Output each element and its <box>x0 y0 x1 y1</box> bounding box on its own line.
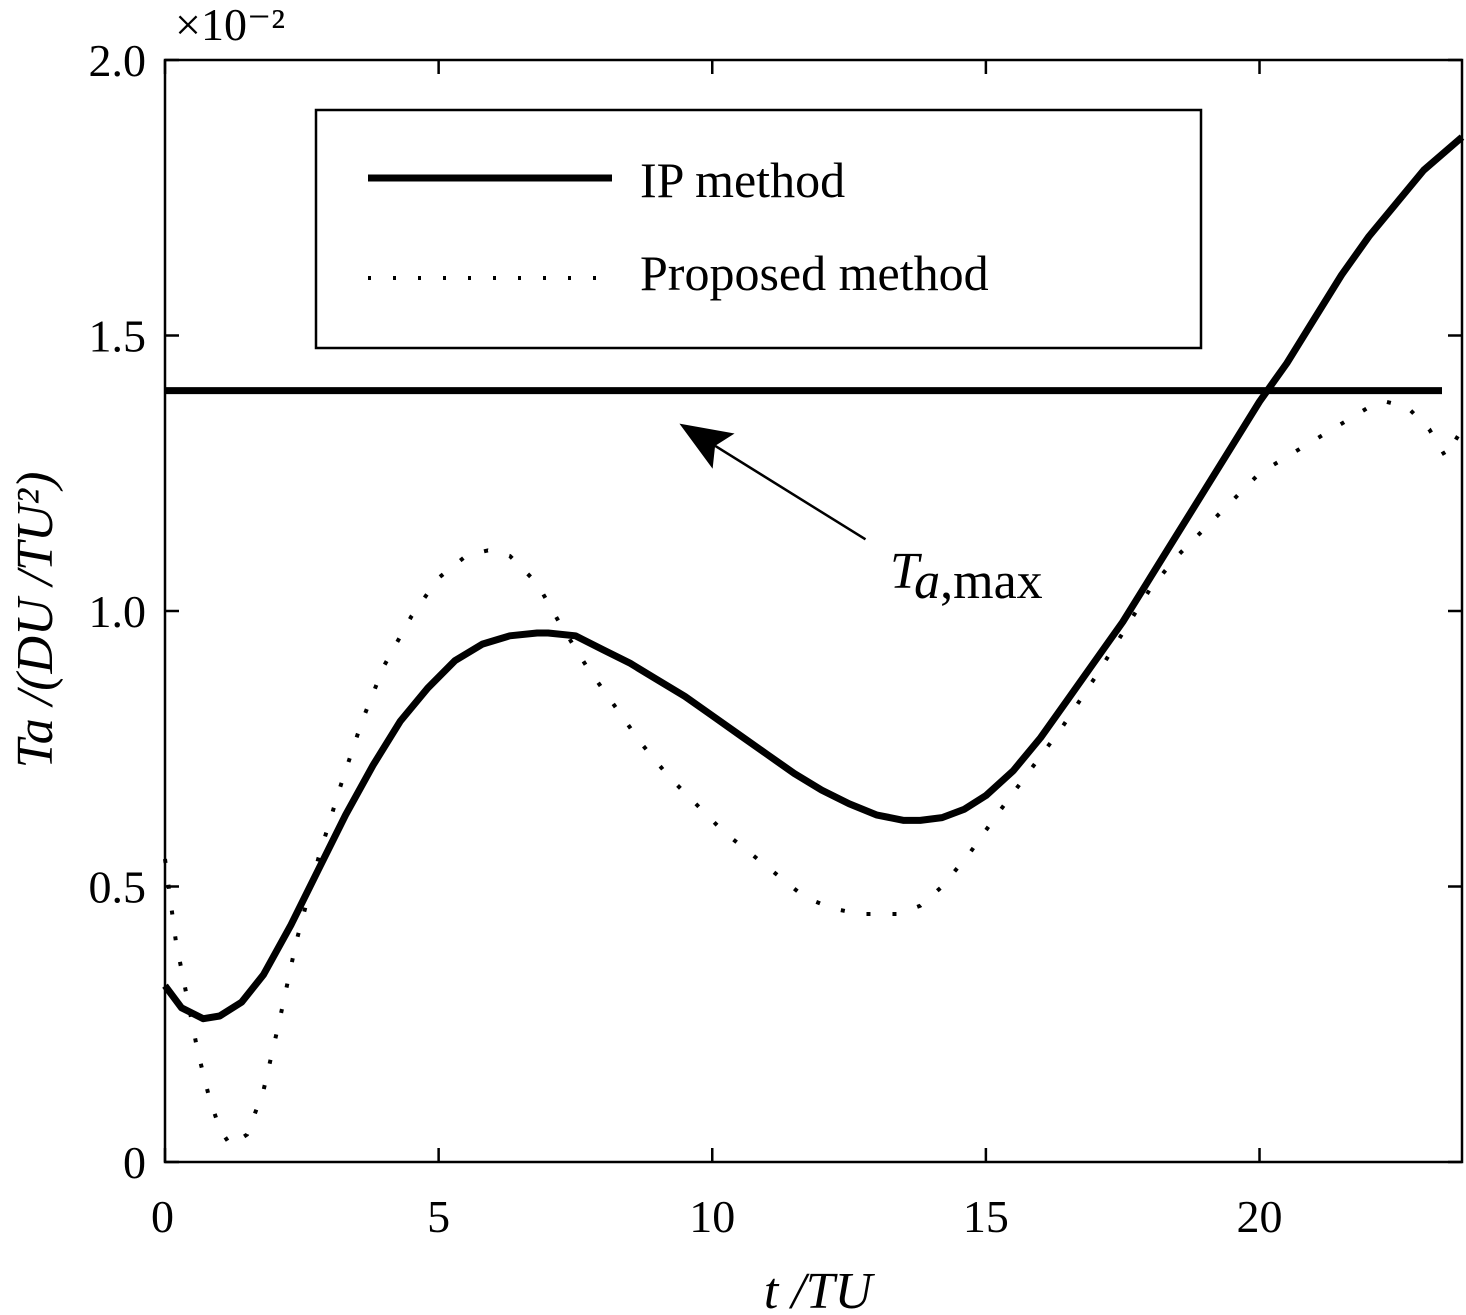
y-axis-title: Ta /(DU /TU²) <box>7 472 64 769</box>
x-tick-label: 5 <box>427 1191 450 1242</box>
legend-label-ip-method: IP method <box>640 152 845 208</box>
annotation-arrow-head <box>679 423 735 469</box>
y-tick-label: 2.0 <box>89 35 147 86</box>
x-tick-label: 15 <box>963 1191 1009 1242</box>
series-layer <box>162 134 1465 1148</box>
y-tick-label: 1.5 <box>89 311 147 362</box>
x-axis-title: t /TU <box>764 1263 876 1315</box>
y-tick-label: 0 <box>123 1137 146 1188</box>
x-tick-label: 10 <box>689 1191 735 1242</box>
legend-label-proposed-method: Proposed method <box>640 245 989 301</box>
ta-max-label: Ta,max <box>890 543 1043 610</box>
plot-area: 0 5 10 15 20 0 0.5 1.0 1.5 2.0 Ta,max <box>89 35 1465 1242</box>
y-tick-label: 0.5 <box>89 862 147 913</box>
y-tick-label: 1.0 <box>89 586 147 637</box>
x-tick-label: 0 <box>151 1191 174 1242</box>
x-tick-label: 20 <box>1237 1191 1283 1242</box>
ta-max-annotation: Ta,max <box>679 423 1043 610</box>
tick-labels: 0 5 10 15 20 0 0.5 1.0 1.5 2.0 <box>89 35 1283 1242</box>
legend-box <box>314 108 1203 350</box>
legend: IP method Proposed method <box>314 108 1203 350</box>
series-ip-method <box>162 134 1465 1023</box>
annotation-arrow-shaft <box>714 444 867 541</box>
y-multiplier-label: ×10⁻² <box>175 0 285 50</box>
series-proposed-method <box>163 399 1464 1148</box>
